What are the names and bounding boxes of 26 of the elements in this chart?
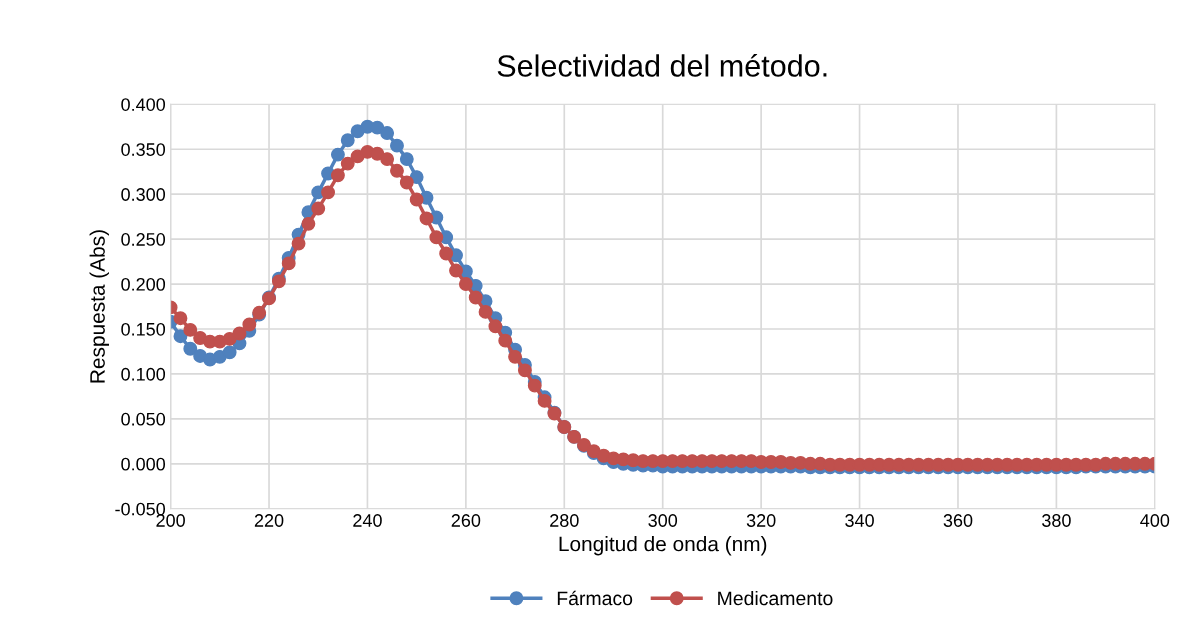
y-tick-label: 0.150 [121, 322, 166, 336]
y-tick-label: 0.200 [121, 277, 166, 291]
x-tick-label: 340 [845, 514, 874, 527]
x-tick-label: 220 [254, 514, 284, 527]
legend-label: Medicamento [718, 590, 833, 606]
y-tick-label: 0.100 [121, 367, 166, 381]
x-tick-label: 200 [156, 514, 185, 527]
legend-label: Fármaco [557, 590, 633, 606]
y-tick-label: 0.250 [121, 233, 166, 246]
y-tick-label: -0.050 [115, 502, 166, 516]
x-tick-label: 360 [943, 514, 973, 527]
y-axis-title: Respuesta (Abs) [89, 230, 109, 383]
y-tick-label: 0.350 [121, 143, 166, 156]
x-tick-label: 240 [353, 514, 382, 527]
y-tick-label: 0.400 [121, 98, 166, 111]
y-tick-label: 0.050 [121, 412, 166, 426]
x-tick-label: 260 [451, 514, 481, 527]
y-tick-label: 0.300 [121, 188, 166, 201]
x-tick-label: 320 [746, 514, 776, 527]
x-tick-label: 400 [1140, 514, 1170, 527]
x-axis-title: Longitud de onda (nm) [559, 536, 767, 556]
x-tick-label: 280 [550, 514, 579, 527]
y-tick-label: 0.000 [121, 457, 166, 471]
x-tick-label: 380 [1042, 514, 1071, 527]
x-tick-label: 300 [648, 514, 678, 527]
chart-title: Selectividad del método. [497, 54, 827, 77]
